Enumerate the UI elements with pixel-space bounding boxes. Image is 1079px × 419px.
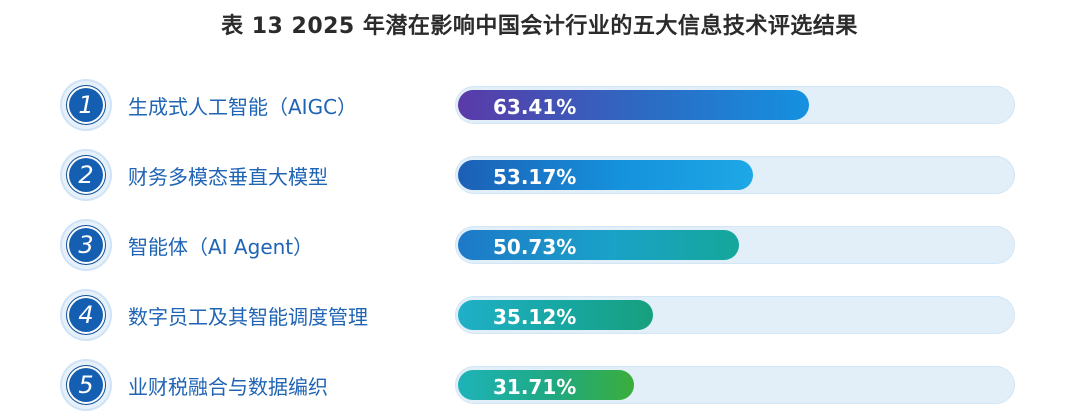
- bar: 50.73%: [458, 230, 739, 260]
- data-label: 31.71%: [493, 375, 577, 399]
- category-label: 财务多模态垂直大模型: [128, 165, 328, 189]
- data-label: 53.17%: [493, 165, 577, 189]
- rank-badge: 1: [62, 81, 110, 129]
- bar-row: 2 财务多模态垂直大模型 53.17%: [0, 146, 1079, 204]
- bar-row: 4 数字员工及其智能调度管理 35.12%: [0, 286, 1079, 344]
- rank-number: 4: [67, 296, 105, 334]
- bar-row: 1 生成式人工智能（AIGC） 63.41%: [0, 76, 1079, 134]
- bar: 63.41%: [458, 90, 809, 120]
- rank-number: 2: [67, 156, 105, 194]
- bar-row: 5 业财税融合与数据编织 31.71%: [0, 356, 1079, 414]
- bar: 35.12%: [458, 300, 653, 330]
- data-label: 50.73%: [493, 235, 577, 259]
- bar: 53.17%: [458, 160, 753, 190]
- category-label: 业财税融合与数据编织: [128, 375, 328, 399]
- chart-title: 表 13 2025 年潜在影响中国会计行业的五大信息技术评选结果: [221, 14, 858, 39]
- rank-badge: 4: [62, 291, 110, 339]
- bar-track: 35.12%: [455, 296, 1015, 334]
- bar-track: 63.41%: [455, 86, 1015, 124]
- data-label: 35.12%: [493, 305, 577, 329]
- rank-badge: 2: [62, 151, 110, 199]
- rank-badge: 5: [62, 361, 110, 409]
- rank-number: 5: [67, 366, 105, 404]
- bar: 31.71%: [458, 370, 634, 400]
- category-label: 智能体（AI Agent）: [128, 235, 314, 259]
- bar-row: 3 智能体（AI Agent） 50.73%: [0, 216, 1079, 274]
- category-label: 生成式人工智能（AIGC）: [128, 95, 358, 119]
- data-label: 63.41%: [493, 95, 577, 119]
- rank-number: 3: [67, 226, 105, 264]
- rank-badge: 3: [62, 221, 110, 269]
- bar-track: 50.73%: [455, 226, 1015, 264]
- bar-track: 31.71%: [455, 366, 1015, 404]
- category-label: 数字员工及其智能调度管理: [128, 305, 368, 329]
- bar-track: 53.17%: [455, 156, 1015, 194]
- rank-number: 1: [67, 86, 105, 124]
